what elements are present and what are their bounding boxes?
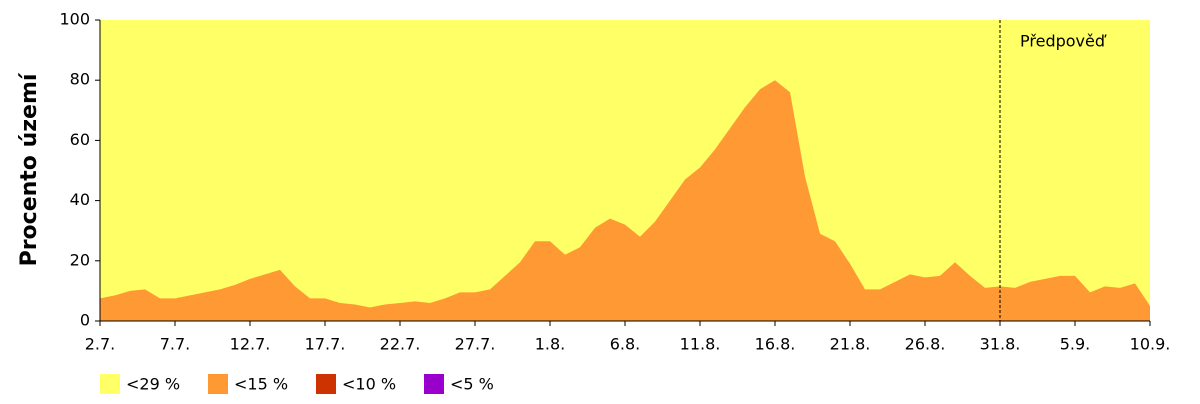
x-tick-label: 31.8. bbox=[980, 335, 1021, 354]
legend-swatch bbox=[316, 374, 336, 394]
y-tick-label: 80 bbox=[70, 70, 90, 89]
x-tick-label: 12.7. bbox=[230, 335, 271, 354]
forecast-label: Předpověď bbox=[1020, 32, 1107, 51]
y-tick-label: 40 bbox=[70, 190, 90, 209]
x-tick-label: 27.7. bbox=[455, 335, 496, 354]
x-tick-label: 6.8. bbox=[610, 335, 641, 354]
legend-label: <5 % bbox=[450, 375, 494, 394]
legend-label: <15 % bbox=[234, 375, 288, 394]
legend-label: <10 % bbox=[342, 375, 396, 394]
x-tick-label: 10.9. bbox=[1130, 335, 1171, 354]
x-tick-label: 21.8. bbox=[830, 335, 871, 354]
legend-swatch bbox=[100, 374, 120, 394]
legend-label: <29 % bbox=[126, 375, 180, 394]
x-tick-label: 11.8. bbox=[680, 335, 721, 354]
x-tick-label: 1.8. bbox=[535, 335, 566, 354]
y-tick-label: 100 bbox=[59, 10, 90, 29]
x-tick-label: 17.7. bbox=[305, 335, 346, 354]
x-tick-label: 16.8. bbox=[755, 335, 796, 354]
x-tick-label: 26.8. bbox=[905, 335, 946, 354]
area bbox=[100, 20, 1150, 321]
legend-swatch bbox=[424, 374, 444, 394]
y-tick-label: 0 bbox=[80, 311, 90, 330]
y-axis-label: Procento území bbox=[17, 72, 42, 266]
x-tick-label: 22.7. bbox=[380, 335, 421, 354]
x-tick-label: 5.9. bbox=[1060, 335, 1091, 354]
x-tick-label: 2.7. bbox=[85, 335, 116, 354]
legend-swatch bbox=[208, 374, 228, 394]
y-tick-label: 20 bbox=[70, 250, 90, 269]
y-tick-label: 60 bbox=[70, 130, 90, 149]
x-tick-label: 7.7. bbox=[160, 335, 191, 354]
area bbox=[100, 80, 1150, 321]
